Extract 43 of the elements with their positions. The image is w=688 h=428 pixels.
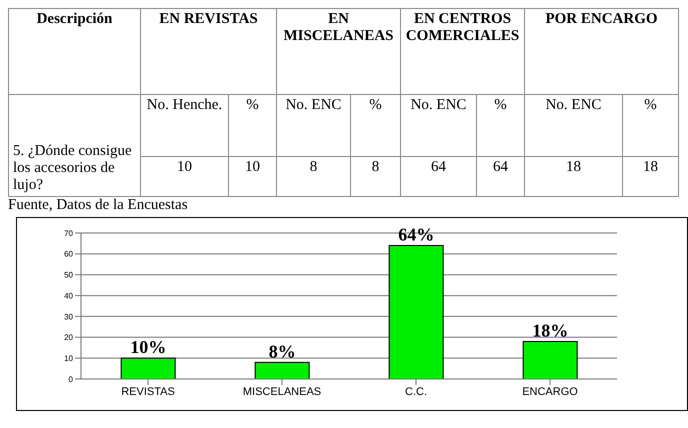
text: %: [622, 94, 679, 156]
text: 18: [622, 156, 679, 196]
data-label: 8%: [268, 341, 296, 362]
bar: [120, 358, 176, 379]
y-tick-label: 60: [64, 250, 74, 259]
y-tick-label: 30: [64, 312, 74, 322]
text: 10: [228, 156, 277, 196]
y-tick-label: 50: [64, 270, 74, 280]
text: 8: [276, 156, 351, 196]
text: %: [228, 94, 277, 156]
bar: [254, 362, 310, 379]
bar: [522, 340, 578, 379]
data-label: 18%: [532, 320, 568, 340]
text: 64: [476, 156, 525, 196]
text: 8: [350, 156, 401, 196]
text: No. ENC: [276, 94, 351, 156]
text: No. ENC: [400, 94, 477, 156]
text: 64: [400, 156, 477, 196]
y-tick-label: 70: [64, 228, 74, 238]
text: %: [476, 94, 525, 156]
x-tick-label: C.C.: [405, 386, 427, 398]
y-tick-label: 0: [68, 374, 74, 384]
text: Descripción: [8, 8, 140, 94]
x-tick-label: REVISTAS: [121, 386, 175, 398]
y-tick-label: 20: [64, 333, 74, 342]
text: 10: [140, 156, 228, 196]
x-tick-label: MISCELANEAS: [242, 386, 322, 398]
y-tick-label: 10: [64, 354, 74, 363]
text: %: [350, 94, 401, 156]
source-note: Fuente, Datos de la Encuestas: [8, 197, 189, 215]
data-label: 64%: [398, 224, 434, 245]
text: No. ENC: [524, 94, 623, 156]
text: No. Henche.: [140, 94, 228, 156]
text: POR ENCARGO: [524, 8, 679, 94]
text: 5. ¿Dónde consigue los accesorios de lujo?: [8, 94, 140, 196]
text: EN CENTROS COMERCIALES: [400, 8, 525, 94]
text: EN REVISTAS: [140, 8, 277, 94]
text: EN MISCELANEAS: [276, 8, 401, 94]
text: 18: [524, 156, 623, 196]
y-tick-label: 40: [64, 291, 74, 300]
x-tick-label: ENCARGO: [522, 386, 578, 398]
data-label: 10%: [130, 337, 166, 358]
bar: [388, 245, 444, 379]
